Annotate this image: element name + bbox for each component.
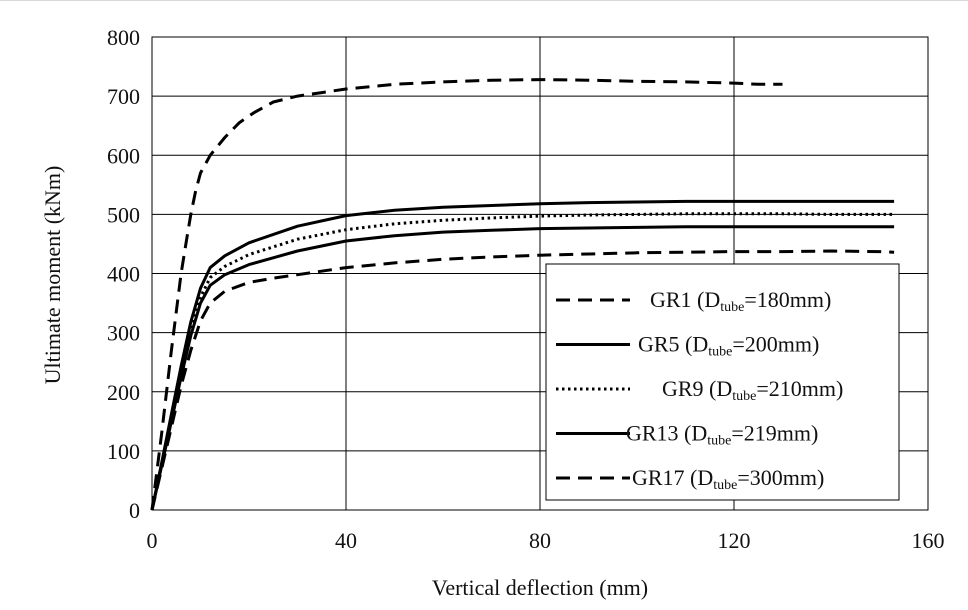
series-line-gr1	[150, 249, 895, 511]
series-layer	[150, 78, 895, 511]
y-axis-label: Ultimate moment (kNm)	[40, 166, 65, 385]
y-tick-label: 200	[107, 380, 140, 405]
x-tick-label: 120	[718, 528, 751, 553]
y-tick-label: 100	[107, 439, 140, 464]
top-rule	[0, 0, 968, 1]
series-line-gr5	[150, 225, 895, 511]
legend-label-gr13: GR13 (Dtube=219mm)	[626, 421, 818, 449]
x-tick-label: 80	[529, 528, 551, 553]
plot-frame	[151, 36, 929, 511]
y-tick-label: 0	[129, 498, 140, 523]
legend-box	[545, 263, 900, 501]
y-tick-label: 400	[107, 262, 140, 287]
y-tick-label: 500	[107, 202, 140, 227]
y-tick-label: 700	[107, 84, 140, 109]
legend: GR1 (Dtube=180mm) GR5 (Dtube=200mm) GR9 (D…	[545, 263, 900, 501]
x-tick-label: 40	[335, 528, 357, 553]
legend-label-gr9: GR9 (Dtube=210mm)	[662, 376, 843, 404]
y-tick-label: 600	[107, 143, 140, 168]
x-tick-label: 160	[912, 528, 945, 553]
y-tick-label: 800	[107, 25, 140, 50]
legend-label-gr5: GR5 (Dtube=200mm)	[638, 332, 819, 360]
tick-layer: 0 40 80 120 160 0 100 200 300 400 500 600 700 800	[107, 25, 945, 553]
series-line-gr17	[150, 78, 783, 511]
x-tick-label: 0	[147, 528, 158, 553]
grid-layer	[152, 37, 928, 510]
legend-label-gr1: GR1 (Dtube=180mm)	[650, 287, 831, 315]
legend-label-gr17: GR17 (Dtube=300mm)	[632, 465, 824, 493]
series-line-gr13	[150, 199, 895, 511]
legend-items: GR1 (Dtube=180mm) GR5 (Dtube=200mm) GR9 (D…	[556, 287, 843, 493]
x-axis-label: Vertical deflection (mm)	[432, 575, 648, 600]
y-tick-label: 300	[107, 321, 140, 346]
